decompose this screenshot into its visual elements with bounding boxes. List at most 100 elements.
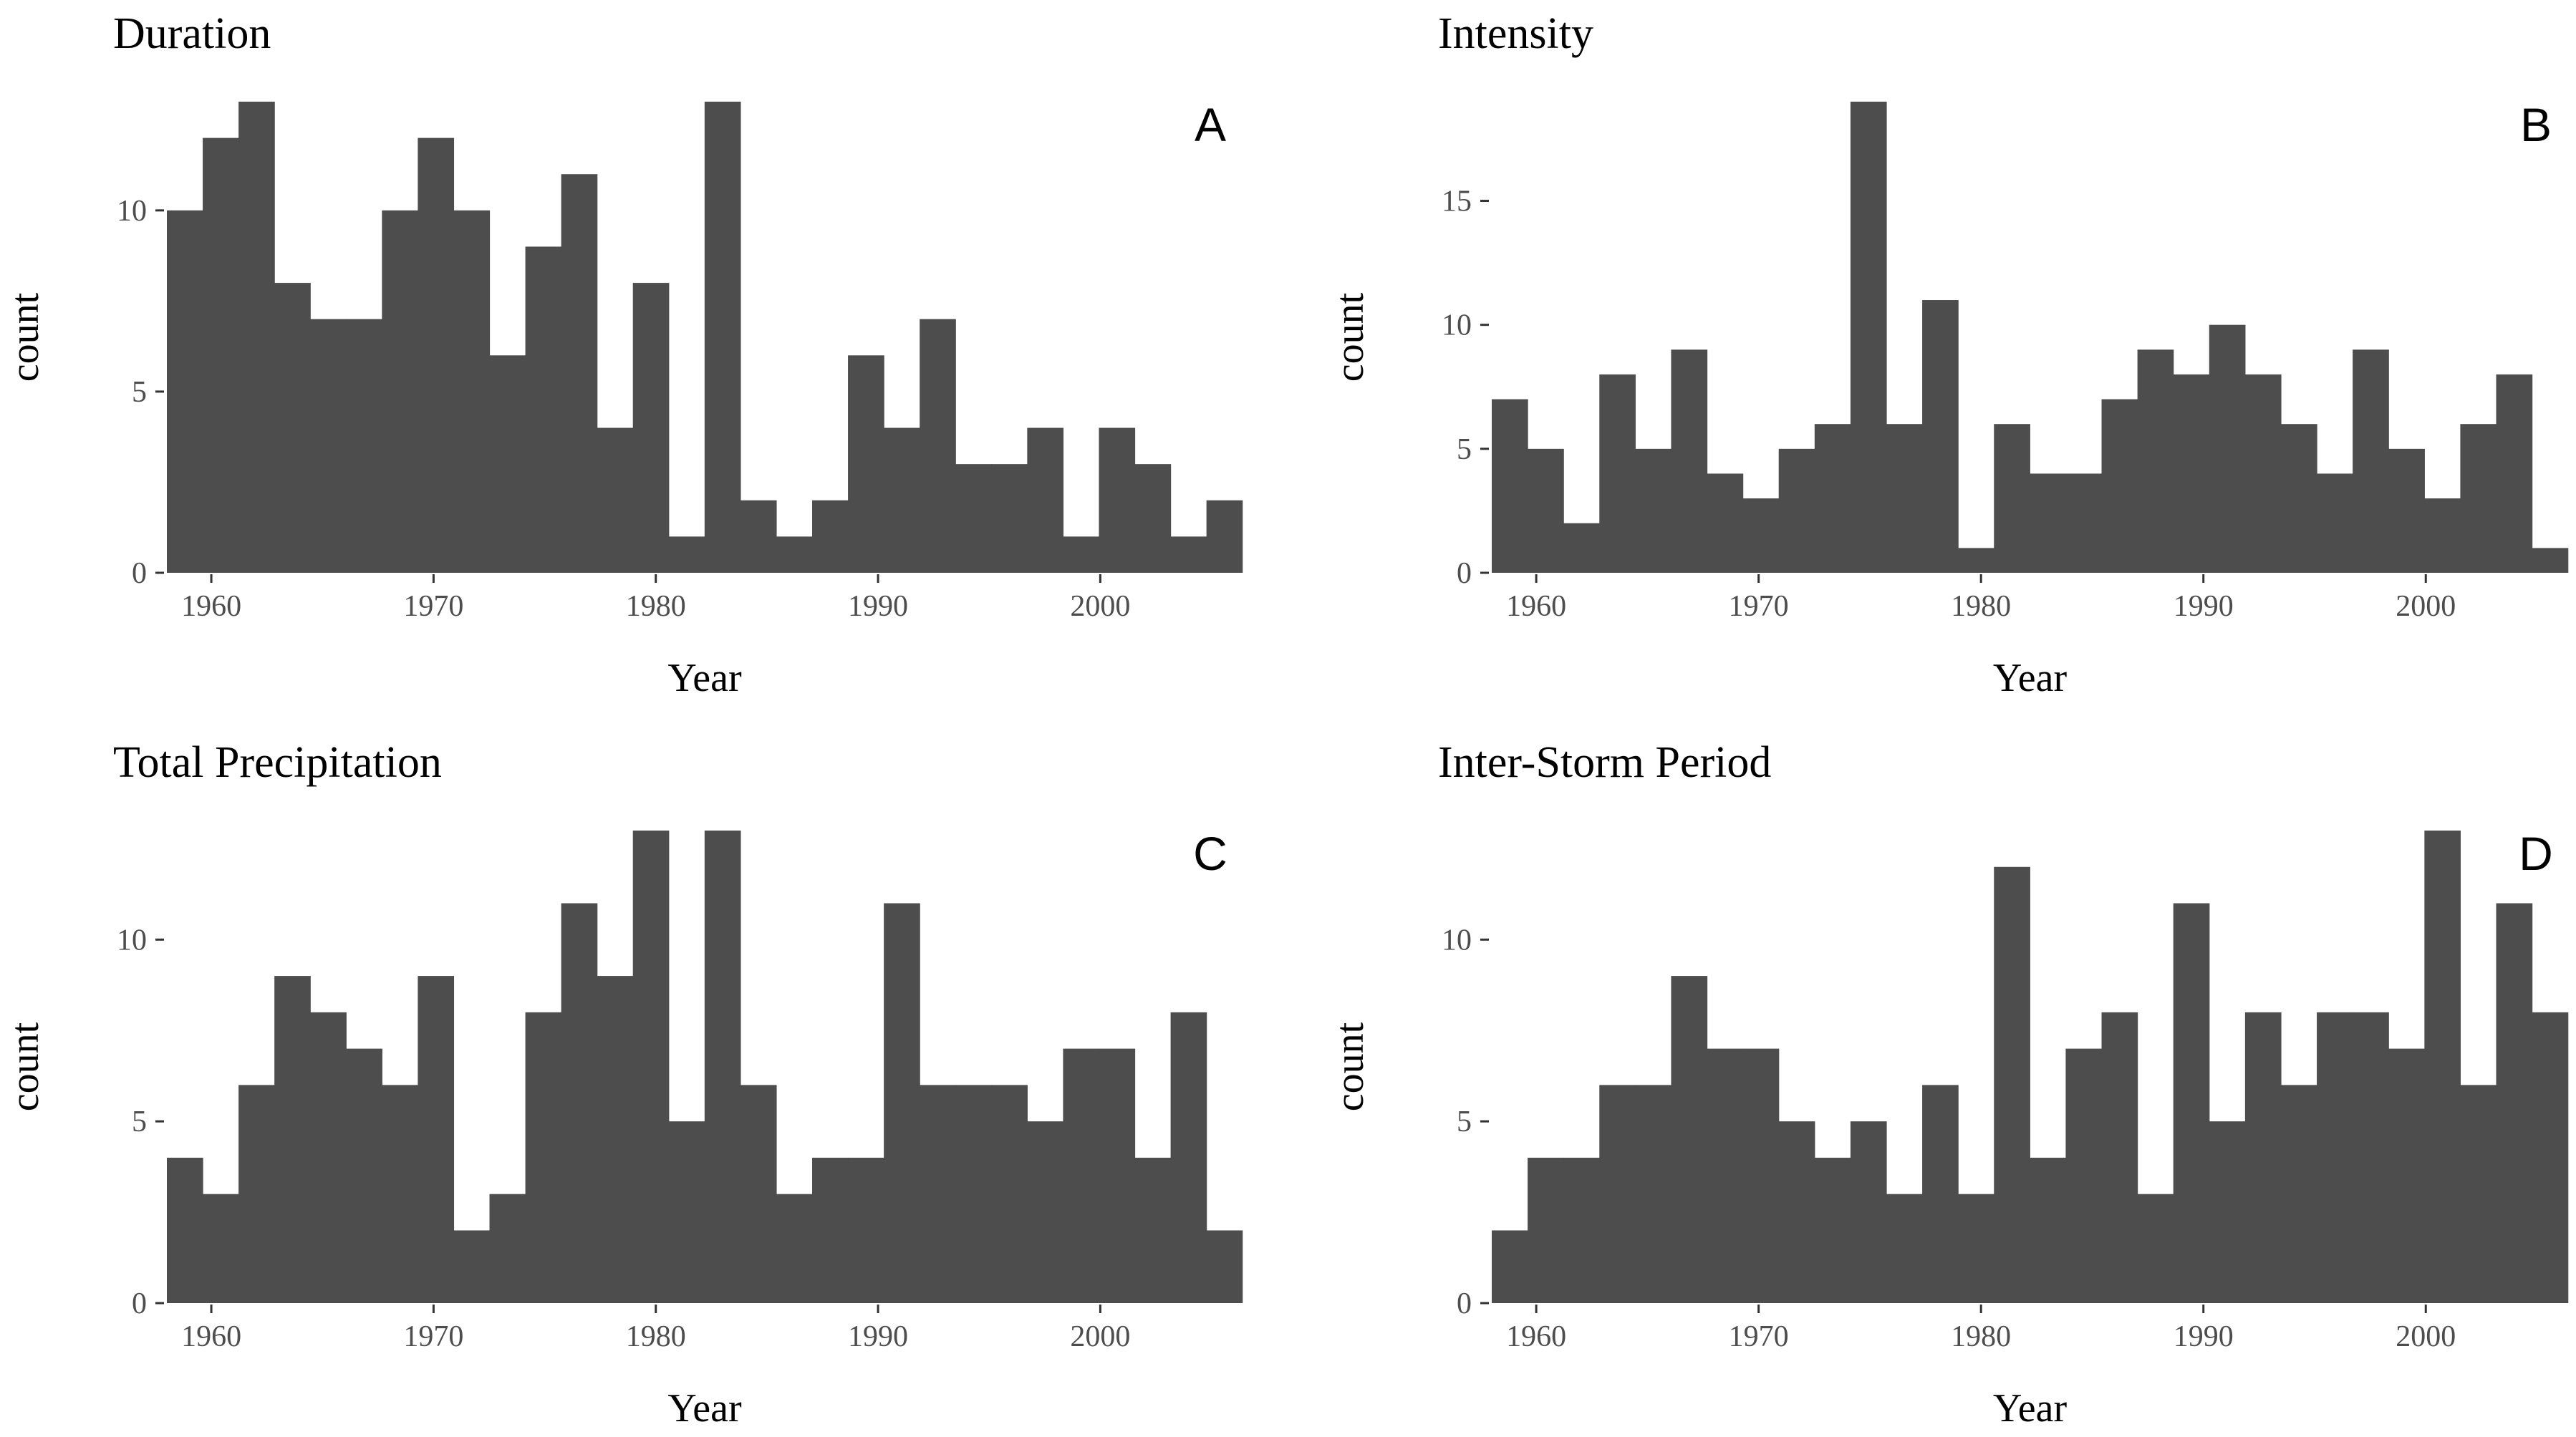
histogram-bar xyxy=(991,1085,1028,1303)
histogram-bar xyxy=(525,246,562,573)
histogram-bar xyxy=(812,500,849,573)
histogram-bar xyxy=(2353,349,2389,573)
histogram-bar xyxy=(597,976,634,1303)
histogram-bar xyxy=(2532,548,2569,573)
histogram-bar xyxy=(310,319,347,573)
histogram-bar xyxy=(2317,1012,2353,1303)
histogram-bar xyxy=(1599,1085,1636,1303)
panel-title: Duration xyxy=(113,9,271,58)
histogram-bar xyxy=(167,1157,203,1303)
histogram-bar xyxy=(2388,448,2425,573)
x-tick-label: 1960 xyxy=(1506,590,1566,623)
histogram-bar xyxy=(2209,324,2246,573)
histogram-bar xyxy=(991,464,1028,573)
y-tick-label: 10 xyxy=(1442,309,1472,342)
x-tick-label: 1980 xyxy=(1951,590,2011,623)
x-tick-label: 1970 xyxy=(403,590,463,623)
histogram-bar xyxy=(1742,498,1780,573)
histogram-bar xyxy=(1492,1230,1528,1303)
histogram-bar xyxy=(346,319,382,573)
histogram-bar xyxy=(238,1085,275,1303)
histogram-bar xyxy=(1922,1085,1959,1303)
histogram-bar xyxy=(704,102,741,573)
histogram-bar xyxy=(848,1157,884,1303)
histogram-bar xyxy=(632,283,670,573)
y-axis-title: count xyxy=(1328,292,1372,382)
x-tick-label: 1990 xyxy=(848,1320,908,1353)
x-tick-label: 2000 xyxy=(2396,590,2456,623)
histogram-bar xyxy=(274,283,311,573)
panel-title: Intensity xyxy=(1438,9,1593,58)
axis-ticks: 1960 1970 1980 1990 2000 0 5 10 xyxy=(1442,924,2456,1353)
histogram-bar xyxy=(2065,1048,2103,1303)
histogram-bar xyxy=(1850,1121,1887,1303)
histogram-bar xyxy=(848,355,884,573)
histogram-bar xyxy=(955,1085,992,1303)
axis-ticks: 1960 1970 1980 1990 2000 0 5 10 xyxy=(117,924,1130,1353)
x-tick-label: 1960 xyxy=(1506,1320,1566,1353)
histogram-bar xyxy=(203,137,239,573)
bars xyxy=(1492,102,2569,573)
y-axis-title: count xyxy=(3,1022,47,1111)
histogram-bar xyxy=(1563,1157,1600,1303)
histogram-bar xyxy=(2353,1012,2389,1303)
histogram-bar xyxy=(1922,300,1959,573)
histogram-bar xyxy=(346,1048,382,1303)
histogram-bar xyxy=(2460,1085,2497,1303)
panel-letter: C xyxy=(1193,827,1227,880)
histogram-bar xyxy=(1778,448,1815,573)
histogram-bar xyxy=(884,427,920,573)
histogram-bar xyxy=(561,903,598,1303)
histogram-bar xyxy=(812,1157,849,1303)
histogram-bar xyxy=(1206,500,1243,573)
histogram-bar xyxy=(2101,1012,2138,1303)
histogram-bar xyxy=(704,831,741,1303)
histogram-bar xyxy=(1958,1194,1994,1303)
histogram-bar xyxy=(453,1230,491,1303)
histogram-bar xyxy=(1850,102,1887,573)
histogram-bar xyxy=(238,102,275,573)
y-tick-label: 5 xyxy=(132,376,147,409)
histogram-bar xyxy=(310,1012,347,1303)
histogram-bar xyxy=(1814,1157,1851,1303)
y-tick-label: 15 xyxy=(1442,185,1472,218)
panel-title: Total Precipitation xyxy=(113,738,442,787)
histogram-bar xyxy=(203,1194,239,1303)
histogram-bar xyxy=(2101,399,2138,573)
x-tick-label: 1970 xyxy=(1729,1320,1789,1353)
y-axis-title: count xyxy=(1328,1022,1372,1111)
histogram-bar xyxy=(2137,349,2174,573)
x-tick-label: 1990 xyxy=(848,590,908,623)
y-tick-label: 5 xyxy=(1457,433,1472,466)
histogram-bar xyxy=(382,1085,418,1303)
histogram-bar xyxy=(418,976,455,1303)
histogram-bar xyxy=(274,976,311,1303)
histogram-bar xyxy=(740,1085,777,1303)
histogram-bar xyxy=(1599,374,1636,573)
histogram-bar xyxy=(920,319,956,573)
histogram-bar xyxy=(2424,831,2461,1303)
y-tick-label: 10 xyxy=(117,195,147,228)
x-tick-label: 2000 xyxy=(1070,1320,1130,1353)
histogram-bar xyxy=(1707,473,1744,573)
y-tick-label: 0 xyxy=(132,1287,147,1320)
panel-letter: A xyxy=(1195,98,1226,151)
histogram-bar xyxy=(2532,1012,2569,1303)
histogram-bar xyxy=(2244,1012,2282,1303)
histogram-bar xyxy=(1134,1157,1172,1303)
y-tick-label: 10 xyxy=(117,924,147,957)
histogram-bar xyxy=(1027,1121,1064,1303)
panel-intensity: Intensity B Year count 1960 1970 1980 1990 2… xyxy=(1328,9,2569,700)
bars xyxy=(167,102,1243,574)
x-tick-label: 1990 xyxy=(2174,1320,2234,1353)
panel-letter: B xyxy=(2520,98,2552,151)
y-tick-label: 0 xyxy=(1457,557,1472,590)
histogram-bar xyxy=(1886,1194,1923,1303)
histogram-bar xyxy=(955,464,992,573)
panel-letter: D xyxy=(2519,827,2553,880)
x-axis-title: Year xyxy=(1993,656,2068,700)
x-tick-label: 1980 xyxy=(626,1320,686,1353)
x-axis-title: Year xyxy=(1993,1386,2068,1431)
x-axis-title: Year xyxy=(667,656,742,700)
panel-title: Inter-Storm Period xyxy=(1438,738,1771,787)
